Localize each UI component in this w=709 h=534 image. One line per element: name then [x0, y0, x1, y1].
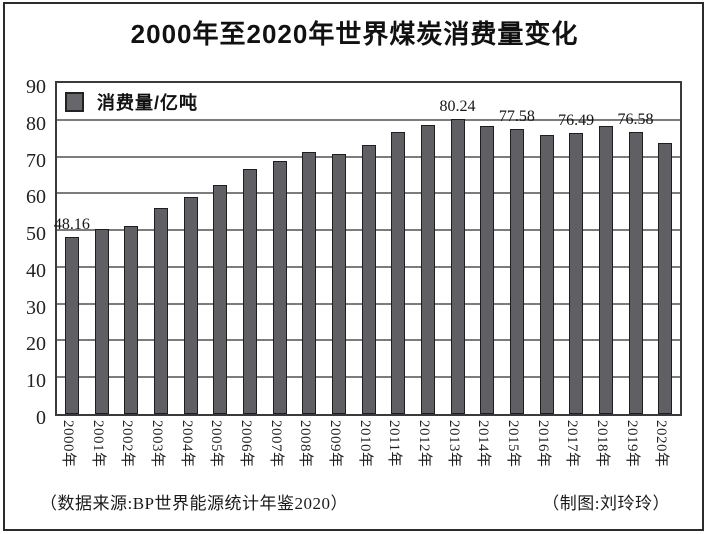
bar-value-label: 80.24 — [439, 97, 476, 115]
x-tick-label: 2005年 — [208, 420, 225, 468]
legend-swatch-icon — [65, 92, 84, 112]
x-tick-label: 2002年 — [119, 420, 136, 468]
x-tick-label: 2001年 — [89, 420, 106, 468]
plot-area: 消费量/亿吨 48.16 80.24 77.58 76.49 76.58 — [54, 81, 682, 416]
x-tick-label: 2004年 — [178, 420, 195, 468]
bar — [153, 207, 168, 414]
y-tick-label: 60 — [26, 186, 46, 209]
bar-value-label: 48.16 — [53, 215, 90, 233]
x-tick-label: 2016年 — [534, 420, 551, 468]
bar — [658, 142, 673, 414]
chart-title: 2000年至2020年世界煤炭消费量变化 — [130, 19, 579, 49]
y-axis: 0 10 20 30 40 50 60 70 80 90 — [0, 77, 46, 428]
bar — [361, 144, 376, 414]
x-tick-label: 2020年 — [653, 420, 670, 468]
bar — [480, 126, 495, 414]
bar — [569, 132, 584, 414]
bar-value-label: 77.58 — [498, 107, 535, 125]
bar — [598, 126, 613, 414]
y-tick-label: 0 — [36, 407, 46, 429]
bar-value-label: 76.49 — [558, 111, 595, 129]
bar — [331, 153, 346, 414]
bar — [391, 132, 406, 414]
bar — [272, 161, 287, 414]
bar — [450, 118, 465, 414]
y-tick-label: 90 — [26, 76, 46, 98]
bar — [124, 225, 139, 414]
bar — [509, 128, 524, 414]
legend-label: 消费量/亿吨 — [97, 93, 199, 113]
bar — [94, 229, 109, 414]
credit-note: （制图:刘玲玲） — [542, 494, 670, 513]
legend: 消费量/亿吨 — [65, 85, 198, 119]
x-axis: 2000年 2001年 2002年 2003年 2004年 2005年 2006年 2007年… — [57, 420, 680, 482]
x-tick-label: 2009年 — [326, 420, 343, 468]
bar — [420, 124, 435, 414]
gridline — [57, 118, 680, 121]
x-tick-label: 2000年 — [59, 420, 76, 468]
x-tick-label: 2007年 — [267, 420, 284, 468]
data-source-note: （数据来源:BP世界能源统计年鉴2020） — [40, 494, 349, 513]
x-tick-label: 2013年 — [445, 420, 462, 468]
y-tick-label: 30 — [26, 296, 46, 319]
x-tick-label: 2019年 — [623, 420, 640, 468]
y-tick-label: 50 — [26, 223, 46, 246]
x-tick-label: 2012年 — [415, 420, 432, 468]
y-tick-label: 40 — [26, 259, 46, 282]
x-tick-label: 2018年 — [593, 420, 610, 468]
y-tick-label: 80 — [26, 112, 46, 135]
bar — [628, 132, 643, 414]
bar — [183, 196, 198, 414]
bar — [242, 168, 257, 414]
y-tick-label: 20 — [26, 333, 46, 356]
x-tick-label: 2010年 — [356, 420, 373, 468]
x-tick-label: 2011年 — [386, 420, 403, 467]
y-tick-label: 70 — [26, 149, 46, 172]
bar-value-label: 76.58 — [617, 111, 654, 129]
y-tick-label: 10 — [26, 370, 46, 393]
x-tick-label: 2015年 — [504, 420, 521, 468]
bar — [213, 184, 228, 414]
x-tick-label: 2014年 — [475, 420, 492, 468]
x-tick-label: 2017年 — [564, 420, 581, 468]
x-tick-label: 2006年 — [237, 420, 254, 468]
x-tick-label: 2008年 — [297, 420, 314, 468]
x-tick-label: 2003年 — [148, 420, 165, 468]
bar — [302, 152, 317, 414]
bar — [539, 135, 554, 414]
bar — [64, 236, 79, 414]
